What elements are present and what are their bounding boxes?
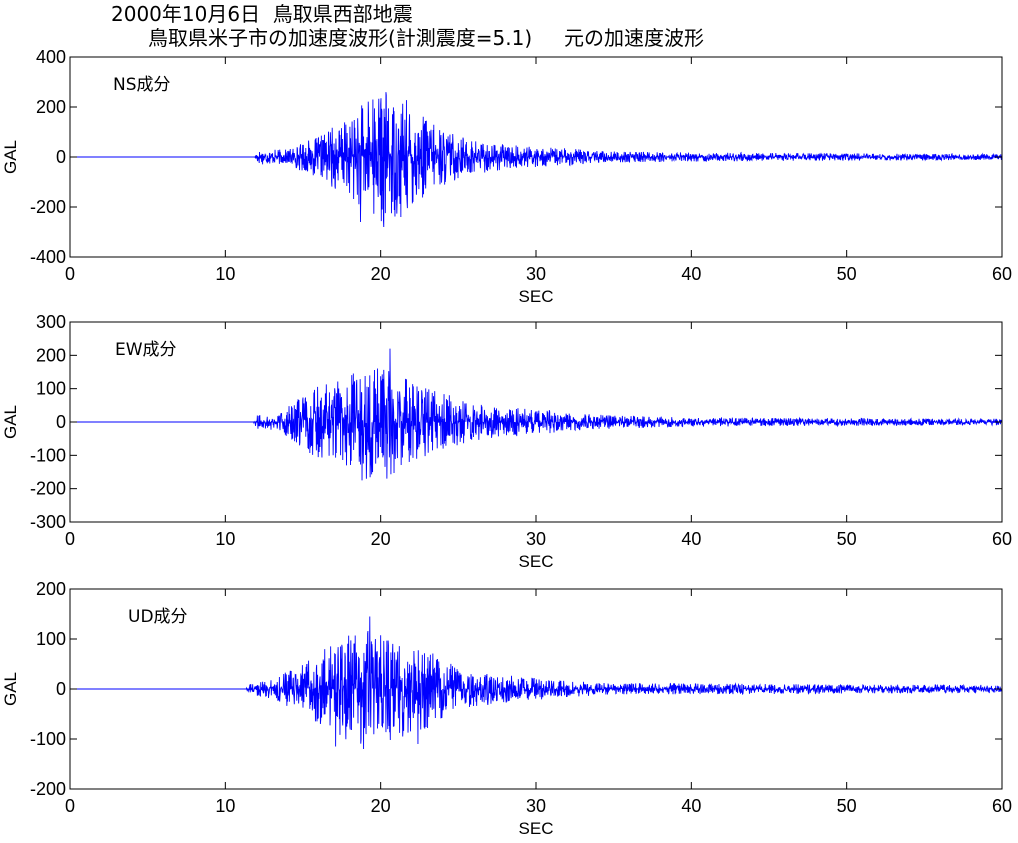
ew-x-tick-label: 20 bbox=[371, 529, 391, 549]
ns-y-tick-label: -200 bbox=[30, 197, 66, 217]
ew-x-tick-label: 30 bbox=[526, 529, 546, 549]
ns-y-tick-label: 0 bbox=[56, 147, 66, 167]
ns-waveform-trace bbox=[70, 92, 1003, 228]
ns-x-tick-label: 30 bbox=[526, 264, 546, 284]
chart-title-line2: 鳥取県米子市の加速度波形(計測震度=5.1) 元の加速度波形 bbox=[148, 26, 704, 50]
ew-x-tick-label: 10 bbox=[215, 529, 235, 549]
ew-y-tick-label: 300 bbox=[36, 312, 66, 332]
ud-y-tick-label: 100 bbox=[36, 629, 66, 649]
ud-x-tick-label: 50 bbox=[837, 796, 857, 816]
ud-y-tick-label: 200 bbox=[36, 579, 66, 599]
ud-x-tick-label: 60 bbox=[992, 796, 1012, 816]
ew-x-tick-label: 50 bbox=[837, 529, 857, 549]
ew-y-tick-label: -200 bbox=[30, 479, 66, 499]
ns-y-tick-label: -400 bbox=[30, 247, 66, 267]
ud-y-tick-label: -100 bbox=[30, 729, 66, 749]
ns-component-label: NS成分 bbox=[113, 75, 171, 95]
ew-x-axis-label: SEC bbox=[519, 552, 554, 571]
ud-x-tick-label: 10 bbox=[215, 796, 235, 816]
ud-x-tick-label: 20 bbox=[371, 796, 391, 816]
ns-x-tick-label: 50 bbox=[837, 264, 857, 284]
ew-y-tick-label: 200 bbox=[36, 345, 66, 365]
ns-x-tick-label: 60 bbox=[992, 264, 1012, 284]
ew-y-tick-label: 0 bbox=[56, 412, 66, 432]
ud-x-tick-label: 40 bbox=[681, 796, 701, 816]
ns-y-axis-label: GAL bbox=[1, 140, 20, 174]
ew-x-tick-label: 0 bbox=[65, 529, 75, 549]
ns-x-axis-label: SEC bbox=[519, 287, 554, 306]
ns-x-tick-label: 20 bbox=[371, 264, 391, 284]
ns-x-tick-label: 10 bbox=[215, 264, 235, 284]
ew-y-axis-label: GAL bbox=[1, 405, 20, 439]
ud-x-axis-label: SEC bbox=[519, 819, 554, 838]
ud-x-tick-label: 0 bbox=[65, 796, 75, 816]
ew-y-tick-label: 100 bbox=[36, 379, 66, 399]
ew-x-tick-label: 40 bbox=[681, 529, 701, 549]
ud-x-tick-label: 30 bbox=[526, 796, 546, 816]
ns-x-tick-label: 40 bbox=[681, 264, 701, 284]
ud-waveform-trace bbox=[70, 616, 1003, 750]
ew-waveform-trace bbox=[70, 348, 1003, 481]
ns-y-tick-label: 200 bbox=[36, 97, 66, 117]
ud-y-axis-label: GAL bbox=[1, 672, 20, 706]
ud-component-label: UD成分 bbox=[128, 607, 188, 627]
ew-y-tick-label: -100 bbox=[30, 445, 66, 465]
ns-panel: 0 10 20 30 40 50 60 400 200 0 -200 -400 SEC GAL NS成分 bbox=[1, 47, 1012, 306]
ud-y-tick-label: 0 bbox=[56, 679, 66, 699]
ew-component-label: EW成分 bbox=[115, 340, 177, 360]
ew-x-tick-label: 60 bbox=[992, 529, 1012, 549]
ew-y-tick-label: -300 bbox=[30, 512, 66, 532]
ns-y-tick-label: 400 bbox=[36, 47, 66, 67]
ew-panel: 0 10 20 30 40 50 60 300 200 100 0 -100 -200 -300 SEC GA… bbox=[1, 312, 1012, 571]
ud-panel: 0 10 20 30 40 50 60 200 100 0 -100 -200 SEC GAL UD成分 bbox=[1, 579, 1012, 838]
ns-x-tick-label: 0 bbox=[65, 264, 75, 284]
chart-title-line1: 2000年10月6日 鳥取県西部地震 bbox=[111, 2, 413, 26]
ud-y-tick-label: -200 bbox=[30, 779, 66, 799]
